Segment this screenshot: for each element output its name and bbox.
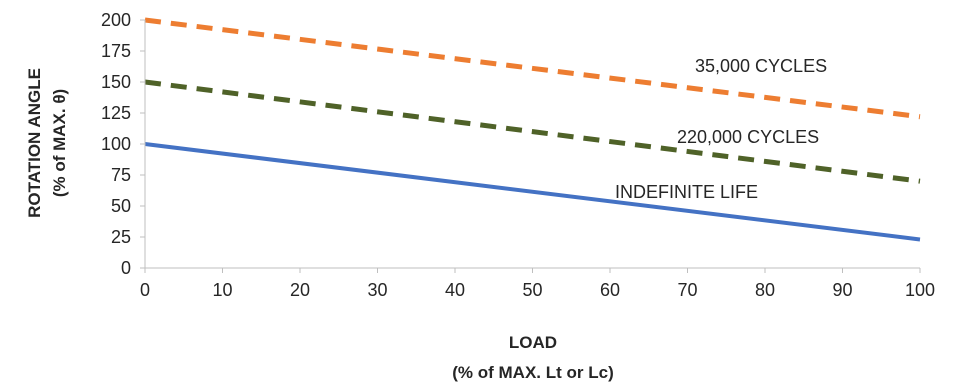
x-tick-label: 60 — [600, 280, 620, 300]
y-tick-label: 100 — [101, 134, 131, 154]
y-tick-label: 25 — [111, 227, 131, 247]
y-tick-label: 150 — [101, 72, 131, 92]
x-tick-label: 40 — [445, 280, 465, 300]
x-tick-label: 30 — [367, 280, 387, 300]
x-tick-label: 80 — [755, 280, 775, 300]
x-tick-label: 90 — [832, 280, 852, 300]
x-axis-title-line2: (% of MAX. Lt or Lc) — [452, 363, 613, 382]
x-tick-label: 70 — [677, 280, 697, 300]
y-tick-label: 0 — [121, 258, 131, 278]
x-tick-label: 10 — [212, 280, 232, 300]
y-tick-group: 0 25 50 75 100 125 150 175 200 — [101, 10, 145, 278]
x-axis-title-line1: LOAD — [509, 333, 557, 352]
series-line-indefinite-life — [144, 142, 921, 242]
series-line-220-000-cycles — [144, 79, 921, 184]
y-axis-title-line2: (% of MAX. θ) — [50, 89, 69, 197]
x-tick-label: 20 — [290, 280, 310, 300]
y-tick-label: 175 — [101, 41, 131, 61]
series-line-35-000-cycles — [144, 17, 921, 120]
y-tick-label: 75 — [111, 165, 131, 185]
series-label-220000-cycles: 220,000 CYCLES — [677, 127, 819, 147]
series-label-indefinite-life: INDEFINITE LIFE — [615, 182, 758, 202]
y-tick-label: 50 — [111, 196, 131, 216]
x-tick-label: 0 — [140, 280, 150, 300]
y-tick-label: 200 — [101, 10, 131, 30]
y-tick-label: 125 — [101, 103, 131, 123]
series-group — [144, 17, 921, 242]
series-label-35000-cycles: 35,000 CYCLES — [695, 56, 827, 76]
x-tick-label: 100 — [905, 280, 935, 300]
y-axis-title-line1: ROTATION ANGLE — [25, 68, 44, 218]
x-tick-label: 50 — [522, 280, 542, 300]
x-tick-group: 0 10 20 30 40 50 60 70 80 90 100 — [140, 268, 935, 300]
